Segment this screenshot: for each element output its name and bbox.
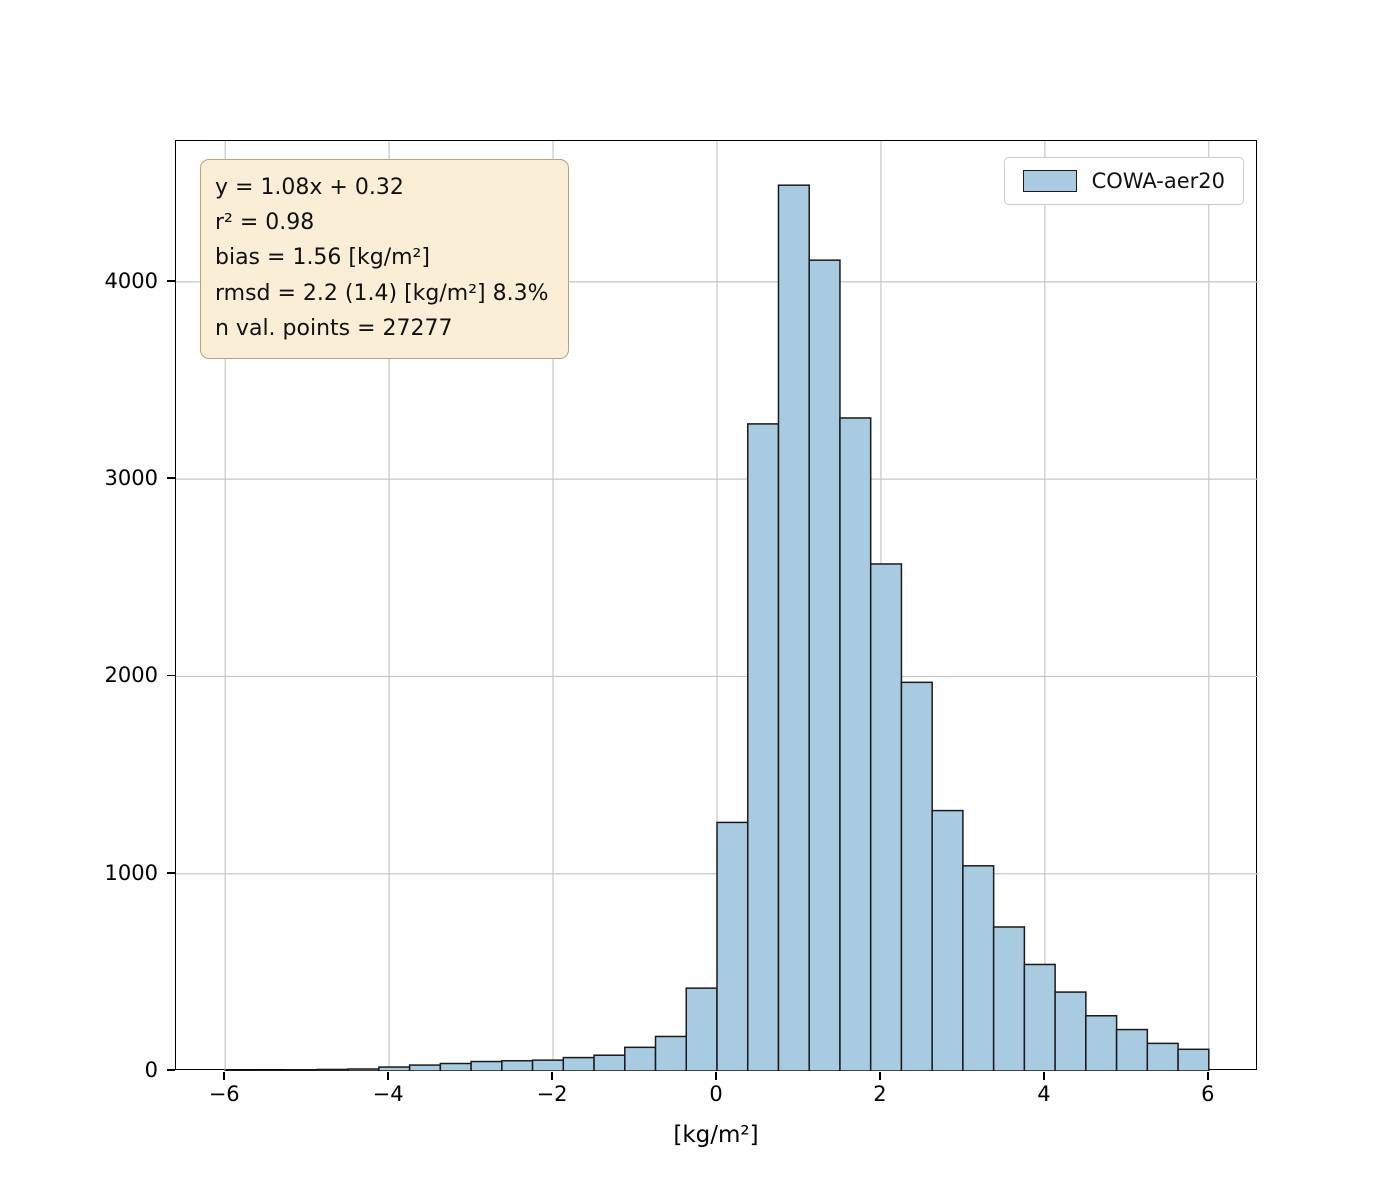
histogram-bar bbox=[470, 1060, 503, 1071]
histogram-bar bbox=[1054, 991, 1087, 1071]
stat-line-rmsd: rmsd = 2.2 (1.4) [kg/m²] 8.3% bbox=[215, 280, 549, 306]
y-tick-mark bbox=[167, 871, 175, 874]
histogram-bar bbox=[562, 1056, 595, 1071]
stat-line-bias: bias = 1.56 [kg/m²] bbox=[215, 245, 430, 271]
y-tick-label: 0 bbox=[144, 1058, 158, 1082]
x-tick-mark bbox=[223, 1072, 226, 1080]
histogram-bar bbox=[654, 1035, 688, 1071]
histogram-bar bbox=[1085, 1015, 1118, 1071]
histogram-bar bbox=[501, 1059, 534, 1071]
histogram-bar bbox=[624, 1046, 657, 1071]
histogram-bar bbox=[378, 1066, 411, 1071]
x-axis-label: [kg/m²] bbox=[673, 1122, 759, 1148]
x-tick-label: 0 bbox=[709, 1082, 723, 1106]
x-tick-mark bbox=[715, 1072, 717, 1080]
y-tick-label: 2000 bbox=[104, 663, 158, 688]
y-tick-mark bbox=[167, 674, 175, 677]
histogram-bar bbox=[1115, 1028, 1149, 1071]
histogram-bar bbox=[1023, 963, 1056, 1071]
x-tick-label: −6 bbox=[208, 1082, 240, 1106]
histogram-bar bbox=[777, 184, 810, 1071]
histogram-bar bbox=[685, 987, 718, 1071]
histogram-bar bbox=[255, 1069, 288, 1071]
histogram-bar bbox=[439, 1062, 472, 1071]
histogram-bar bbox=[347, 1068, 380, 1071]
x-tick-mark bbox=[879, 1072, 881, 1080]
histogram-bar bbox=[531, 1059, 565, 1071]
y-tick-label: 3000 bbox=[104, 466, 158, 491]
x-tick-mark bbox=[551, 1072, 553, 1080]
histogram-bar bbox=[408, 1064, 442, 1071]
histogram-bar bbox=[869, 563, 903, 1071]
y-tick-mark bbox=[167, 1069, 175, 1071]
histogram-bar bbox=[962, 865, 995, 1071]
y-tick-mark bbox=[167, 477, 175, 479]
plot-area: y = 1.08x + 0.32 r² = 0.98 bias = 1.56 [… bbox=[175, 140, 1258, 1071]
histogram-bar bbox=[593, 1054, 626, 1071]
x-tick-label: 6 bbox=[1201, 1082, 1215, 1106]
x-tick-mark bbox=[1207, 1072, 1209, 1080]
histogram-bar bbox=[839, 417, 872, 1071]
stats-annotation: y = 1.08x + 0.32 r² = 0.98 bias = 1.56 [… bbox=[200, 159, 570, 359]
legend: COWA-aer20 bbox=[1003, 157, 1244, 205]
y-tick-label: 4000 bbox=[104, 268, 158, 293]
x-tick-label: 4 bbox=[1037, 1082, 1051, 1106]
stat-line-fit: y = 1.08x + 0.32 bbox=[215, 175, 404, 200]
y-tick-label: 1000 bbox=[104, 860, 158, 885]
histogram-bar bbox=[900, 681, 933, 1071]
x-tick-mark bbox=[1043, 1072, 1045, 1080]
stat-line-r2: r² = 0.98 bbox=[215, 210, 315, 236]
histogram-bar bbox=[746, 423, 780, 1071]
x-tick-label: −4 bbox=[372, 1082, 404, 1106]
histogram-bar bbox=[285, 1069, 319, 1071]
x-tick-label: 2 bbox=[873, 1082, 887, 1106]
histogram-bar bbox=[1146, 1042, 1179, 1071]
histogram-bar bbox=[1177, 1048, 1210, 1071]
histogram-bars-canvas bbox=[176, 141, 1258, 1071]
x-tick-label: −2 bbox=[536, 1082, 568, 1106]
histogram-bar bbox=[808, 259, 841, 1071]
histogram-bar bbox=[931, 809, 964, 1071]
legend-color-patch bbox=[1022, 170, 1077, 192]
stat-line-npoints: n val. points = 27277 bbox=[215, 315, 453, 341]
legend-label: COWA-aer20 bbox=[1091, 169, 1225, 193]
y-tick-mark bbox=[167, 280, 175, 282]
histogram-bar bbox=[716, 821, 749, 1071]
histogram-bar bbox=[992, 926, 1026, 1071]
histogram-bar bbox=[316, 1068, 349, 1071]
x-tick-mark bbox=[387, 1072, 389, 1080]
